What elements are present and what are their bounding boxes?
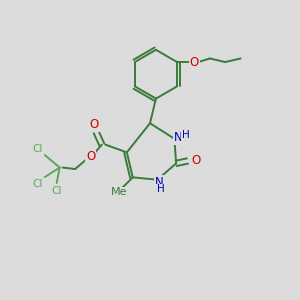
Text: H: H (157, 184, 164, 194)
Text: O: O (190, 56, 199, 68)
Text: O: O (90, 118, 99, 131)
Text: O: O (86, 150, 95, 163)
Text: N: N (174, 131, 182, 144)
Text: Cl: Cl (52, 186, 62, 196)
Text: O: O (191, 154, 200, 167)
Text: Cl: Cl (32, 143, 43, 154)
Text: H: H (182, 130, 190, 140)
Text: Cl: Cl (32, 178, 43, 189)
Text: N: N (154, 176, 163, 189)
Text: Me: Me (110, 187, 127, 197)
